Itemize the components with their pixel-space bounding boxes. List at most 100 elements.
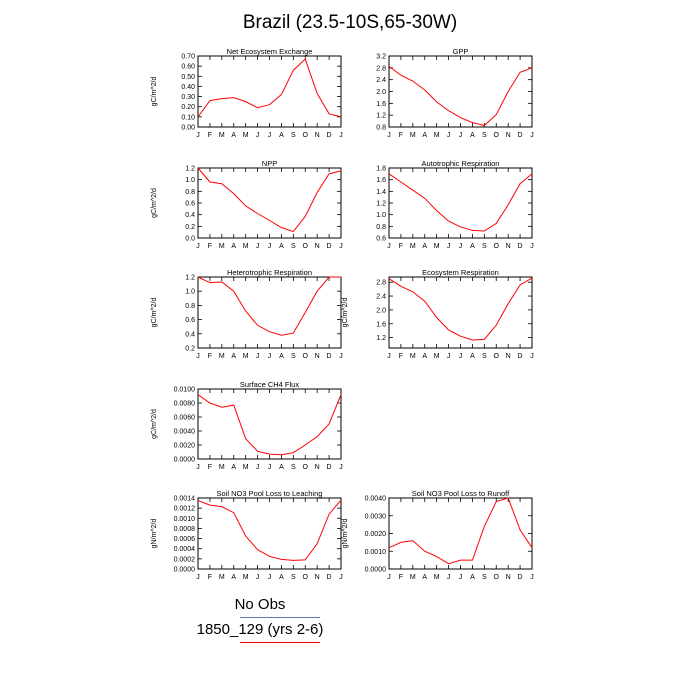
y-axis-label: gC/m^2/d	[151, 409, 158, 439]
x-tick-label: J	[447, 132, 451, 139]
x-tick-label: O	[494, 243, 500, 250]
x-tick-label: J	[459, 243, 463, 250]
chart-title: Heterotrophic Respiration	[227, 268, 312, 277]
y-tick-label: 1.6	[376, 177, 386, 184]
y-tick-label: 0.6	[185, 201, 195, 208]
x-tick-label: D	[518, 132, 523, 139]
x-tick-label: J	[196, 132, 200, 139]
plot-frame	[197, 388, 342, 460]
y-tick-label: 0.8	[376, 125, 386, 132]
x-tick-label: O	[303, 132, 309, 139]
y-tick-label: 0.0020	[365, 531, 387, 538]
plot-frame	[388, 276, 533, 349]
y-tick-label: 0.40	[181, 84, 195, 91]
x-tick-label: A	[231, 574, 236, 581]
x-tick-label: N	[506, 353, 511, 360]
x-tick-label: M	[219, 132, 225, 139]
x-tick-label: M	[410, 243, 416, 250]
x-tick-label: F	[399, 574, 403, 581]
x-tick-label: J	[256, 132, 260, 139]
y-axis-label: gC/m^2/d	[151, 298, 158, 328]
x-tick-label: J	[256, 243, 260, 250]
y-tick-label: 0.2	[185, 346, 195, 353]
x-tick-label: N	[315, 132, 320, 139]
x-tick-label: M	[219, 353, 225, 360]
x-tick-label: A	[231, 132, 236, 139]
x-tick-label: F	[399, 353, 403, 360]
x-tick-label: F	[208, 132, 212, 139]
x-tick-label: S	[482, 243, 487, 250]
x-tick-label: M	[410, 353, 416, 360]
x-tick-label: J	[530, 353, 534, 360]
x-tick-label: J	[530, 243, 534, 250]
y-tick-label: 0.0012	[174, 506, 196, 513]
x-tick-label: D	[327, 353, 332, 360]
y-tick-label: 0.6	[185, 317, 195, 324]
x-tick-label: J	[339, 243, 343, 250]
x-tick-label: M	[434, 243, 440, 250]
x-tick-label: F	[208, 574, 212, 581]
y-tick-label: 0.10	[181, 114, 195, 121]
plot-frame	[388, 55, 533, 128]
x-tick-label: J	[268, 574, 272, 581]
chart-title: GPP	[453, 47, 469, 56]
x-tick-label: M	[434, 574, 440, 581]
series-line	[197, 167, 342, 233]
x-tick-label: J	[339, 132, 343, 139]
x-tick-label: J	[459, 132, 463, 139]
x-tick-label: M	[243, 353, 249, 360]
legend-obs-line	[240, 617, 320, 618]
x-tick-label: J	[387, 132, 391, 139]
chart-title: Autotrophic Respiration	[422, 159, 500, 168]
x-tick-label: N	[315, 464, 320, 471]
x-tick-label: J	[268, 132, 272, 139]
y-tick-label: 0.00	[181, 125, 195, 132]
x-tick-label: A	[279, 243, 284, 250]
x-tick-label: N	[315, 243, 320, 250]
x-tick-label: D	[327, 464, 332, 471]
y-tick-label: 2.0	[376, 89, 386, 96]
y-tick-label: 2.4	[376, 77, 386, 84]
x-tick-label: N	[315, 353, 320, 360]
x-tick-label: A	[231, 353, 236, 360]
y-tick-label: 1.8	[376, 166, 386, 173]
x-tick-label: J	[447, 574, 451, 581]
x-tick-label: D	[518, 574, 523, 581]
x-tick-label: D	[327, 243, 332, 250]
legend-obs-label: No Obs	[234, 596, 286, 613]
y-tick-label: 1.0	[376, 212, 386, 219]
chart-title: Soil NO3 Pool Loss to Runoff	[412, 489, 510, 498]
x-tick-label: J	[268, 353, 272, 360]
x-tick-label: M	[219, 243, 225, 250]
x-tick-label: O	[303, 464, 309, 471]
x-tick-label: M	[410, 132, 416, 139]
x-tick-label: M	[243, 132, 249, 139]
x-tick-label: F	[208, 353, 212, 360]
y-tick-label: 1.4	[376, 189, 386, 196]
y-tick-label: 0.60	[181, 64, 195, 71]
x-tick-label: M	[243, 243, 249, 250]
x-tick-label: A	[470, 132, 475, 139]
x-tick-label: F	[208, 243, 212, 250]
y-axis-label: gN/m^2/d	[342, 519, 349, 549]
x-tick-label: J	[256, 464, 260, 471]
x-tick-label: S	[291, 574, 296, 581]
x-tick-label: S	[482, 574, 487, 581]
y-tick-label: 1.0	[185, 177, 195, 184]
y-tick-label: 0.0008	[174, 526, 196, 533]
y-tick-label: 0.6	[376, 236, 386, 243]
plot-frame	[197, 167, 342, 239]
x-tick-label: S	[291, 353, 296, 360]
series-line	[388, 65, 533, 127]
y-tick-label: 0.0010	[365, 549, 387, 556]
x-tick-label: J	[387, 353, 391, 360]
x-tick-label: D	[518, 353, 523, 360]
y-tick-label: 0.50	[181, 74, 195, 81]
x-tick-label: O	[494, 574, 500, 581]
chart-title: Soil NO3 Pool Loss to Leaching	[217, 489, 323, 498]
x-tick-label: M	[243, 464, 249, 471]
y-axis-label: gN/m^2/d	[151, 519, 158, 549]
